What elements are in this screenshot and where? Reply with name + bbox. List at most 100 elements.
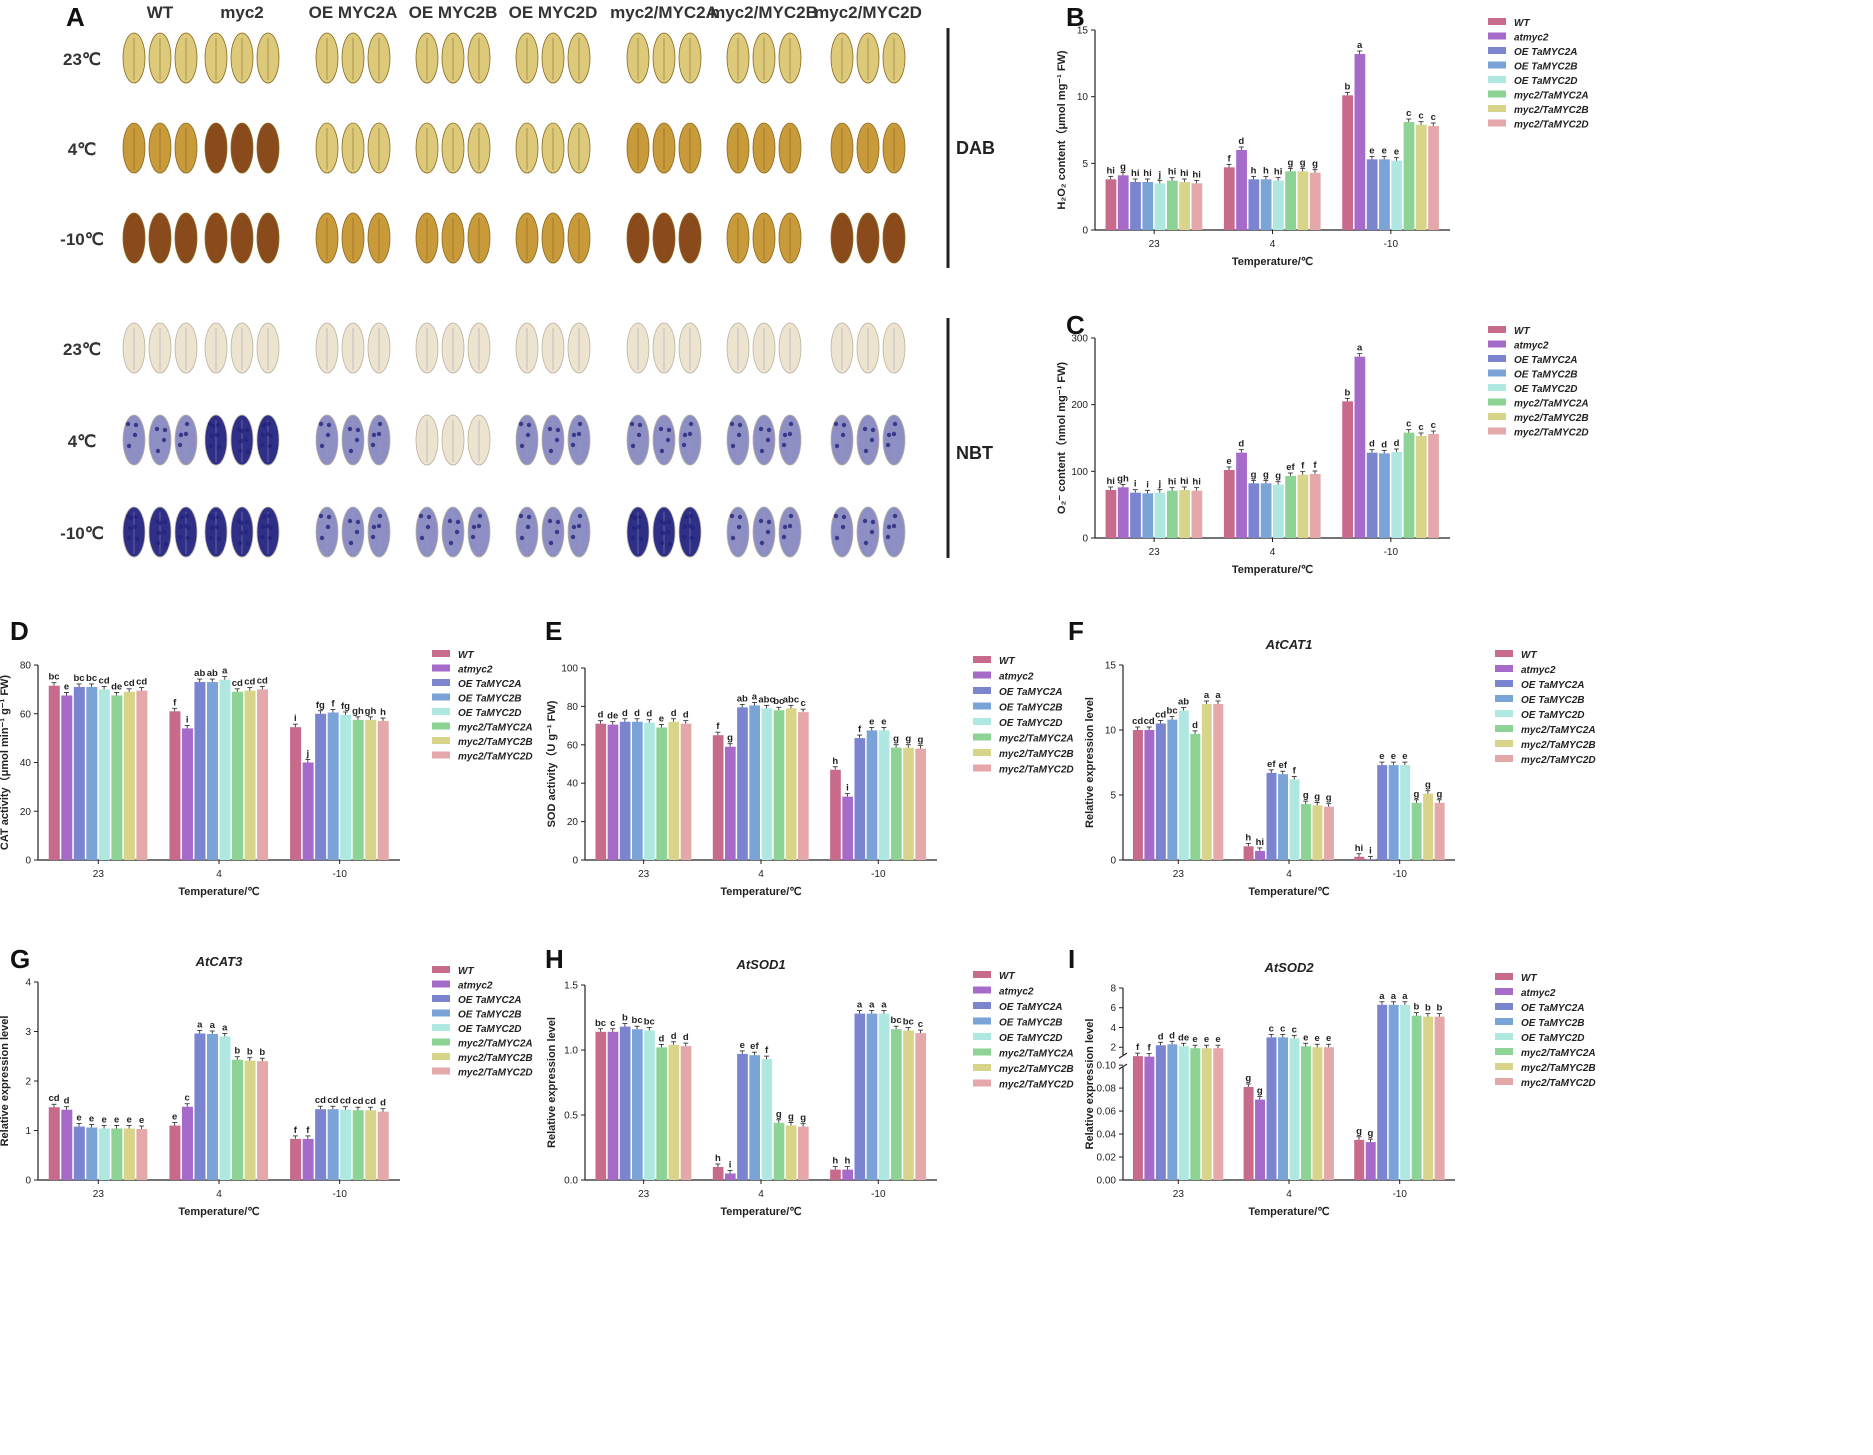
significance-label: f xyxy=(306,1125,310,1136)
legend-entry: WT xyxy=(1514,18,1530,29)
significance-label: cd xyxy=(352,1096,363,1107)
legend-swatch xyxy=(1495,1003,1513,1010)
bar xyxy=(1354,856,1365,860)
significance-label: gh xyxy=(1117,473,1129,484)
legend-swatch xyxy=(1495,1033,1513,1040)
y-axis-label: Relative expression level xyxy=(1084,1019,1096,1150)
stain-spot xyxy=(681,534,687,540)
x-tick-label: -10 xyxy=(871,1189,886,1200)
significance-label: g xyxy=(1436,789,1442,800)
significance-label: a xyxy=(869,1000,875,1011)
significance-label: g xyxy=(1245,1073,1251,1084)
stain-spot xyxy=(519,535,525,541)
legend-entry: WT xyxy=(999,656,1015,667)
legend-entry: myc2/TaMYC2B xyxy=(1521,740,1596,751)
bar xyxy=(1365,859,1376,860)
x-tick-label: 4 xyxy=(1270,547,1276,558)
y-axis-label: Relative expression level xyxy=(1084,697,1096,828)
legend-swatch xyxy=(973,733,991,741)
stain-spot xyxy=(471,524,477,530)
column-header: myc2/MYC2D xyxy=(814,3,922,22)
significance-label: e xyxy=(869,716,874,727)
x-tick-label: 23 xyxy=(93,1189,105,1200)
significance-label: d xyxy=(1238,439,1244,450)
significance-label: b xyxy=(1413,1002,1419,1013)
stain-spot xyxy=(348,448,354,454)
significance-label: b xyxy=(234,1046,240,1057)
stain-spot xyxy=(354,529,360,535)
bar xyxy=(1342,95,1354,230)
stain-spot xyxy=(840,432,846,438)
significance-label: j xyxy=(306,749,310,760)
column-header: OE MYC2B xyxy=(409,3,498,22)
legend-swatch xyxy=(432,1024,450,1031)
bar xyxy=(1377,765,1388,860)
legend-entry: myc2/TaMYC2A xyxy=(999,1049,1074,1060)
bar xyxy=(181,1106,193,1180)
significance-label: h xyxy=(380,707,386,718)
significance-label: a xyxy=(197,1019,203,1030)
stain-spot xyxy=(209,433,215,439)
significance-label: de xyxy=(111,681,122,692)
significance-label: c xyxy=(800,698,805,709)
significance-label: g xyxy=(1356,1126,1362,1137)
stain-spot xyxy=(833,513,839,519)
stain-spot xyxy=(426,514,432,520)
stain-spot xyxy=(688,421,694,427)
legend-entry: myc2/TaMYC2D xyxy=(458,752,533,763)
significance-label: c xyxy=(1431,420,1436,431)
significance-label: cd xyxy=(315,1095,326,1106)
legend-entry: OE TaMYC2D xyxy=(1514,384,1578,395)
significance-label: c xyxy=(1292,1024,1297,1035)
stain-spot xyxy=(214,432,220,438)
significance-label: ab xyxy=(1178,697,1189,708)
significance-label: e xyxy=(1382,145,1387,156)
y-tick-label: 0.0 xyxy=(564,1176,578,1187)
stain-spot xyxy=(637,514,643,520)
stain-spot xyxy=(244,519,250,525)
x-tick-label: 23 xyxy=(638,869,650,880)
bar xyxy=(1105,490,1117,538)
significance-label: c xyxy=(1406,419,1411,430)
stain-spot xyxy=(730,535,736,541)
significance-label: e xyxy=(126,1115,131,1126)
significance-label: g xyxy=(893,734,899,745)
significance-label: e xyxy=(114,1115,119,1126)
y-tick-label: 8 xyxy=(1110,984,1116,995)
stain-spot xyxy=(237,540,243,546)
bar xyxy=(1191,183,1203,230)
significance-label: f xyxy=(173,697,177,708)
bar xyxy=(1312,805,1323,860)
significance-label: ab xyxy=(737,693,748,704)
panel-label-d: D xyxy=(10,616,29,646)
bar xyxy=(340,1109,352,1180)
bar xyxy=(86,686,98,860)
stain-spot xyxy=(547,426,553,432)
significance-label: e xyxy=(1204,1034,1209,1045)
y-tick-label: 80 xyxy=(20,661,32,672)
significance-label: f xyxy=(1301,461,1305,472)
significance-label: i xyxy=(1134,479,1137,490)
stain-spot xyxy=(125,421,131,427)
y-tick-label: 100 xyxy=(561,664,578,675)
bar xyxy=(1300,1046,1311,1180)
significance-label: c xyxy=(918,1019,923,1030)
x-tick-label: 23 xyxy=(1173,1189,1185,1200)
stain-spot xyxy=(455,519,461,525)
legend-swatch xyxy=(973,687,991,694)
column-header: myc2/MYC2B xyxy=(710,3,818,22)
significance-label: e xyxy=(1391,751,1396,762)
stain-spot xyxy=(577,421,583,427)
bar xyxy=(1423,793,1434,860)
legend-entry: myc2/TaMYC2A xyxy=(458,1039,533,1050)
stain-spot xyxy=(157,520,163,526)
bar xyxy=(866,730,878,860)
y-tick-label: 80 xyxy=(567,702,579,713)
y-tick-label: 10 xyxy=(1077,92,1089,103)
stain-spot xyxy=(325,524,331,530)
significance-label: hi xyxy=(1131,168,1139,179)
legend-swatch xyxy=(432,722,450,730)
stain-spot xyxy=(681,442,687,448)
stain-spot xyxy=(454,529,460,535)
